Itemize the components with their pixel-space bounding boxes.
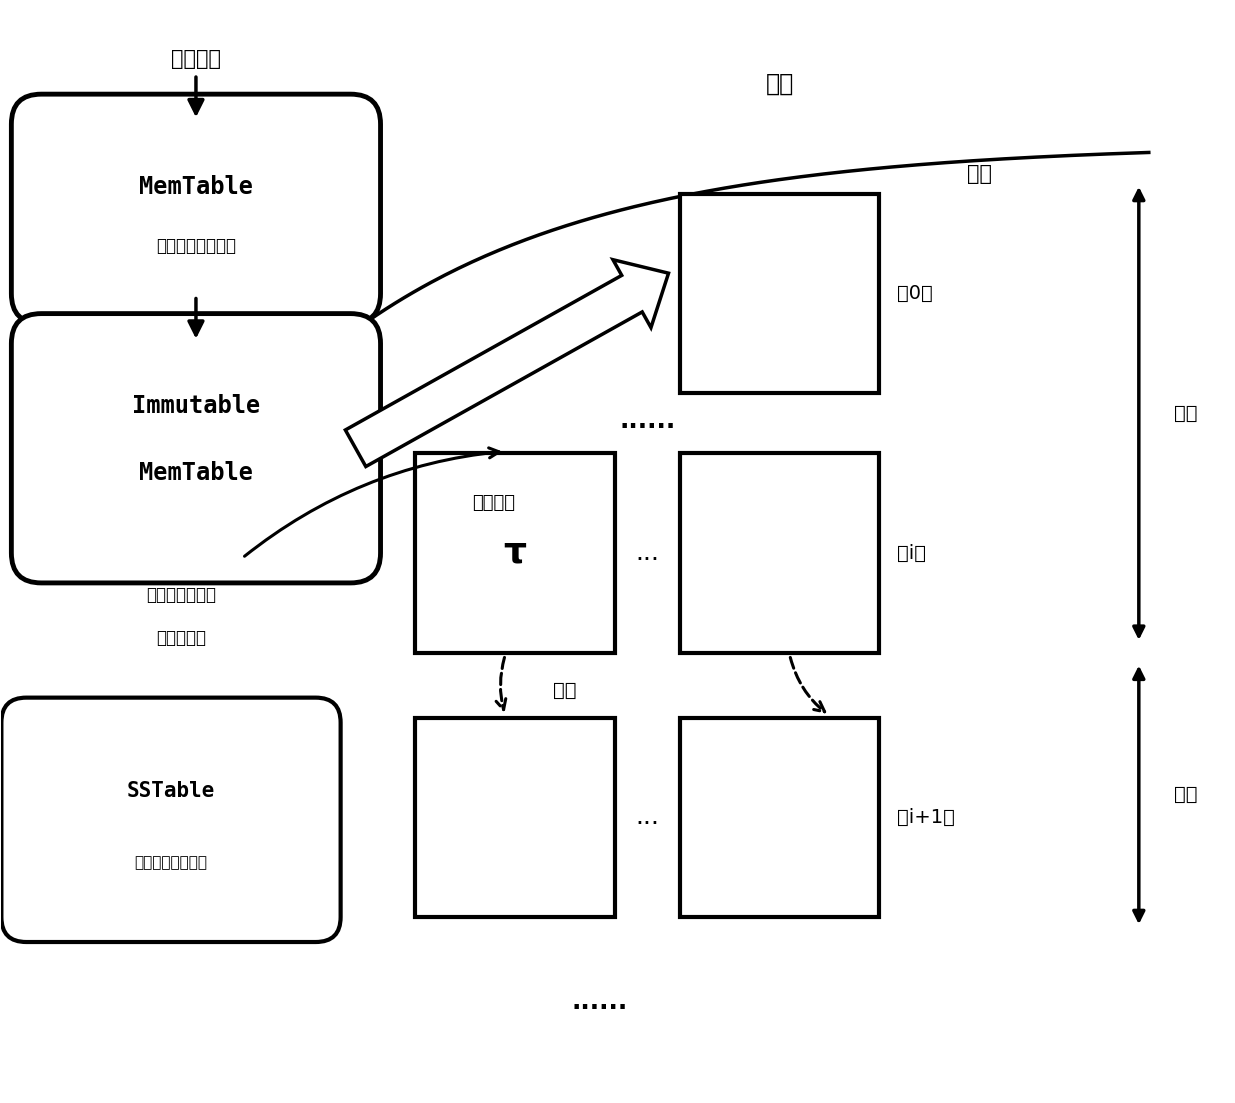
FancyArrow shape (346, 259, 668, 467)
Text: （内存存储结构）: （内存存储结构） (156, 237, 236, 255)
Text: MemTable: MemTable (140, 461, 253, 485)
Text: ...: ... (636, 805, 659, 829)
Text: 内存: 内存 (766, 72, 794, 96)
Text: ...: ... (636, 540, 659, 565)
Text: 下层: 下层 (1173, 785, 1197, 804)
Text: 第i层: 第i层 (898, 544, 926, 563)
FancyBboxPatch shape (1, 697, 341, 942)
Text: τ: τ (504, 536, 527, 570)
Text: SSTable: SSTable (127, 781, 215, 801)
Text: Immutable: Immutable (132, 395, 261, 418)
Bar (679, 194, 879, 394)
Text: （数据存储结构）: （数据存储结构） (135, 855, 207, 870)
Text: 用户写入: 用户写入 (170, 50, 221, 69)
Text: 第0层: 第0层 (898, 285, 934, 303)
Bar (415, 718, 615, 917)
Text: 上层: 上层 (1173, 404, 1197, 422)
Bar (415, 453, 615, 653)
Text: （不可更改内存: （不可更改内存 (146, 586, 216, 603)
FancyBboxPatch shape (11, 313, 380, 582)
Bar (679, 453, 879, 653)
Text: 第i+1层: 第i+1层 (898, 807, 955, 827)
Bar (679, 718, 879, 917)
Text: ......: ...... (619, 409, 676, 433)
Text: 存储: 存储 (967, 164, 992, 184)
Text: 写入存储: 写入存储 (472, 494, 515, 512)
Text: 存储结构）: 存储结构） (156, 629, 206, 646)
Text: MemTable: MemTable (140, 174, 253, 199)
FancyBboxPatch shape (11, 94, 380, 323)
Text: 合并: 合并 (553, 681, 577, 699)
Text: ......: ...... (572, 989, 629, 1014)
